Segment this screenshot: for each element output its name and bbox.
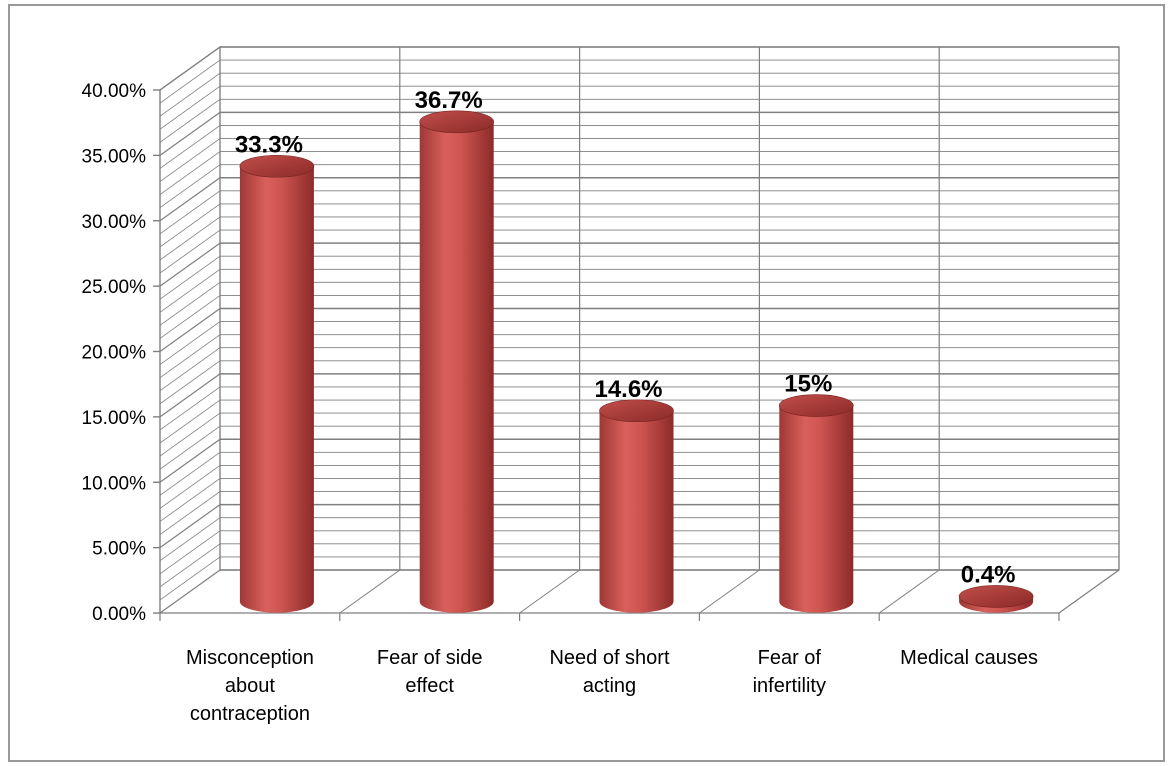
side-wall-line [159,386,221,431]
side-wall-line [159,347,221,392]
bar-body [419,121,494,613]
side-wall-line [159,282,221,326]
x-category-label: Need of short acting [549,647,670,697]
side-wall-line [159,556,221,601]
chart-walls [159,46,1120,614]
side-wall-line [159,59,221,104]
side-wall-line [159,451,221,496]
x-category-label: Fear of infertility [753,647,826,697]
category-label-line: contraception [190,703,310,725]
side-wall-line [159,72,221,117]
category-label-line: about [225,675,275,697]
side-wall-line [159,321,221,365]
x-category-label: Medical causes [900,647,1038,669]
side-wall-line [159,229,221,274]
bar-2 [419,110,495,613]
chart-bars [239,110,1034,613]
bar-body [239,166,314,613]
bar-top [778,394,854,417]
floor-divider [339,569,401,614]
bar-top [419,110,495,134]
category-label-line: Fear of side [377,647,483,669]
y-tick-label: 10.00% [82,473,147,494]
side-wall-line [159,190,221,235]
data-label: 36.7% [415,87,483,114]
category-label-line: acting [583,675,636,697]
category-label-line: Fear of [758,647,822,669]
chart-labels: 33.3% 36.7% 14.6% 15% 0.4% Misconception about… [186,87,1038,725]
side-wall-line [159,569,221,614]
side-wall-line [159,399,221,444]
side-wall-edge [159,46,221,91]
data-label: 14.6% [594,376,662,403]
side-wall-line [159,268,221,313]
floor-right-edge [1058,569,1120,614]
side-wall-line [159,517,221,562]
side-wall-line [159,164,221,209]
bar-top [239,154,315,178]
bar-body [599,410,674,613]
y-tick-label: 5.00% [92,539,146,560]
side-wall-line [159,98,221,143]
category-label-line: Misconception [186,647,314,669]
floor-divider [699,569,760,614]
bar-3 [599,399,674,613]
side-wall-line [159,308,221,352]
chart-frame [8,4,1165,762]
side-wall-line [159,425,221,470]
side-wall-line [159,151,221,195]
side-wall-line [159,203,221,248]
side-wall-line [159,465,221,509]
side-wall-line [159,242,221,287]
category-label-line: Medical causes [900,647,1038,669]
bar-body [779,405,854,613]
y-tick-label: 15.00% [82,408,147,429]
side-wall-line [159,138,221,182]
side-wall-line [159,125,221,169]
y-tick-label: 25.00% [82,277,147,298]
side-wall-line [159,438,221,483]
category-label-line: Need of short [549,647,670,669]
side-wall-line [159,530,221,575]
side-wall-line [159,111,221,156]
side-wall-line [159,216,221,261]
bar-top [599,399,674,423]
side-wall-line [159,295,221,339]
side-wall-line [159,255,221,300]
x-category-label: Misconception about contraception [186,647,314,725]
side-wall-line [159,334,221,378]
category-label-line: infertility [753,675,826,697]
side-wall-line [159,373,221,418]
side-wall-line [159,478,221,522]
side-wall-line [159,491,221,535]
side-wall-line [159,177,221,222]
floor-divider [878,569,940,614]
bar-top [958,585,1034,608]
side-wall-line [159,360,221,405]
chart-axes: 0.00% 5.00% 10.00% 15.00% 20.00% 25.00% 30.00%… [82,81,1060,625]
y-tick-label: 0.00% [92,604,146,625]
category-label-line: effect [405,675,454,697]
x-category-label: Fear of side effect [377,647,483,697]
bar-4 [778,394,854,613]
side-wall-line [159,504,221,549]
y-tick-label: 20.00% [82,343,147,364]
data-label: 33.3% [235,131,303,158]
side-wall-line [159,85,221,130]
bar-5 [958,585,1034,613]
data-label: 0.4% [961,561,1016,588]
y-tick-label: 30.00% [82,212,147,233]
bar-1 [239,154,315,613]
floor-divider [519,569,580,614]
side-wall-line [159,412,221,457]
data-label: 15% [784,371,832,398]
y-tick-label: 35.00% [82,146,147,167]
y-tick-label: 40.00% [82,81,147,102]
side-wall-line [159,543,221,588]
